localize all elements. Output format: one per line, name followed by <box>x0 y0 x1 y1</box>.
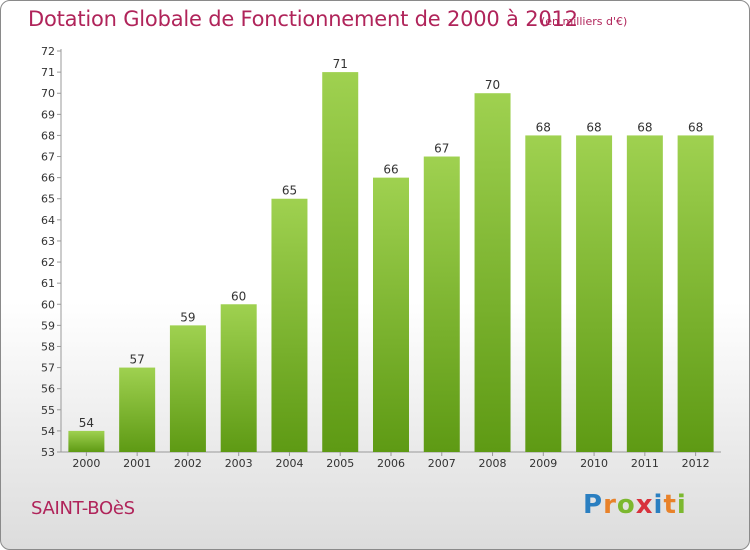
logo-letter: i <box>653 490 664 520</box>
bar <box>119 367 156 452</box>
y-tick-label: 65 <box>41 193 55 206</box>
bar <box>474 93 511 453</box>
bar <box>322 72 359 453</box>
bar-value-label: 68 <box>688 120 703 134</box>
bar-value-label: 66 <box>383 163 398 177</box>
x-tick-label: 2009 <box>529 457 557 470</box>
x-tick-label: 2003 <box>225 457 253 470</box>
bar-value-label: 54 <box>79 416 94 430</box>
x-tick-label: 2004 <box>275 457 303 470</box>
bar-value-label: 65 <box>282 184 297 198</box>
bar-value-label: 70 <box>485 78 500 92</box>
x-tick-label: 2008 <box>479 457 507 470</box>
bar <box>423 156 460 453</box>
y-tick-label: 59 <box>41 319 55 332</box>
chart-title: Dotation Globale de Fonctionnement de 20… <box>28 7 578 31</box>
bar <box>677 135 714 452</box>
x-tick-label: 2012 <box>682 457 710 470</box>
x-tick-label: 2006 <box>377 457 405 470</box>
bar <box>626 135 663 452</box>
y-tick-label: 68 <box>41 129 55 142</box>
x-tick-label: 2010 <box>580 457 608 470</box>
y-tick-label: 71 <box>41 66 55 79</box>
y-tick-label: 67 <box>41 151 55 164</box>
y-tick-label: 63 <box>41 235 55 248</box>
y-tick-label: 61 <box>41 277 55 290</box>
y-tick-label: 72 <box>41 45 55 58</box>
logo-letter: r <box>603 490 617 520</box>
x-tick-label: 2007 <box>428 457 456 470</box>
bar-value-label: 60 <box>231 289 246 303</box>
y-tick-label: 70 <box>41 87 55 100</box>
logo-letter: P <box>583 490 604 520</box>
x-tick-label: 2000 <box>72 457 100 470</box>
proxiti-logo: Proxiti <box>583 490 687 520</box>
bar-value-label: 68 <box>586 120 601 134</box>
x-tick-label: 2001 <box>123 457 151 470</box>
bar <box>525 135 562 452</box>
logo-letter: t <box>663 490 677 520</box>
bar <box>68 430 105 452</box>
y-tick-label: 64 <box>41 214 55 227</box>
logo-letter: x <box>635 490 654 520</box>
y-tick-label: 53 <box>41 446 55 459</box>
bar-value-label: 57 <box>130 353 145 367</box>
x-tick-label: 2002 <box>174 457 202 470</box>
bar <box>576 135 613 452</box>
logo-letter: i <box>676 490 687 520</box>
x-tick-label: 2011 <box>631 457 659 470</box>
bar <box>271 198 308 452</box>
x-tick-label: 2005 <box>326 457 354 470</box>
bar <box>220 304 257 452</box>
y-tick-label: 69 <box>41 108 55 121</box>
bar <box>169 325 206 452</box>
logo-letter: o <box>616 490 636 520</box>
y-tick-label: 57 <box>41 362 55 375</box>
y-tick-label: 60 <box>41 298 55 311</box>
y-tick-label: 56 <box>41 383 55 396</box>
bar-value-label: 59 <box>180 310 195 324</box>
y-tick-label: 58 <box>41 340 55 353</box>
y-tick-label: 54 <box>41 425 55 438</box>
chart-unit-label: (en milliers d'€) <box>541 15 628 28</box>
bar-value-label: 68 <box>536 120 551 134</box>
bar-value-label: 67 <box>434 142 449 156</box>
y-tick-label: 66 <box>41 172 55 185</box>
bar-value-label: 68 <box>637 120 652 134</box>
y-tick-label: 62 <box>41 256 55 269</box>
y-tick-label: 55 <box>41 404 55 417</box>
bar <box>373 177 409 452</box>
bar-value-label: 71 <box>333 57 348 71</box>
commune-name: SAINT-BOèS <box>31 498 135 519</box>
